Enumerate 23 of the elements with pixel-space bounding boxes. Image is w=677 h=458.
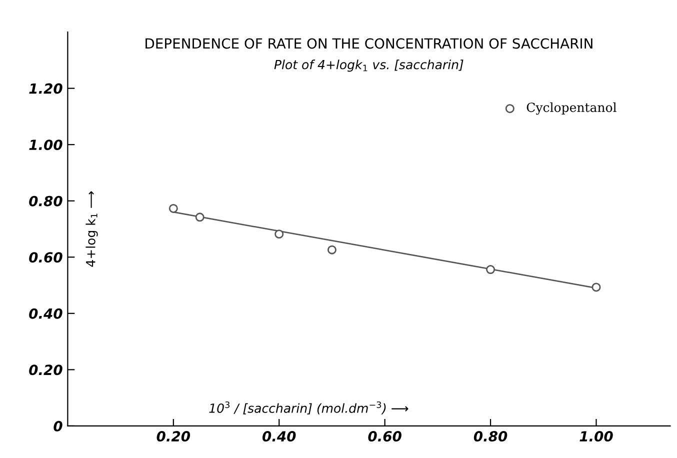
point bbox=[486, 265, 496, 274]
y-tick-label: 0.60 bbox=[29, 252, 62, 263]
point bbox=[274, 230, 284, 239]
x-tick-label: 0.60 bbox=[368, 431, 402, 442]
y-tick-label: 0 bbox=[54, 420, 62, 432]
x-axis-title: 10$^{3}$ / [saccharin] (mol.dm$^{−3}$) ⟶ bbox=[209, 401, 408, 414]
point bbox=[327, 245, 336, 254]
y-tick-label: 0.80 bbox=[29, 196, 62, 206]
text: Plot of 4+logk$_{1}$ vs. [saccharin] bbox=[274, 60, 464, 72]
y-tick-label: 1.00 bbox=[29, 140, 62, 150]
legend-label: Cyclopentanol bbox=[526, 102, 616, 115]
point bbox=[168, 204, 178, 213]
x-tick-label: 1.00 bbox=[580, 431, 613, 442]
y-tick-label: 1.20 bbox=[29, 83, 62, 94]
x-tick-label: 0.40 bbox=[262, 431, 296, 442]
x-tick-label: 0.80 bbox=[474, 431, 508, 442]
y-tick-label: 0.20 bbox=[29, 364, 62, 376]
x-tick-label: 0.20 bbox=[156, 431, 190, 442]
point bbox=[195, 212, 204, 222]
point bbox=[592, 282, 601, 292]
chart-title: DEPENDENCE OF RATE ON THE CONCENTRATION OF SACCHARIN bbox=[146, 38, 592, 49]
y-tick-label: 0.40 bbox=[29, 308, 62, 319]
y-axis-title: 4+log k$_{1}$ ⟶ bbox=[86, 191, 98, 267]
